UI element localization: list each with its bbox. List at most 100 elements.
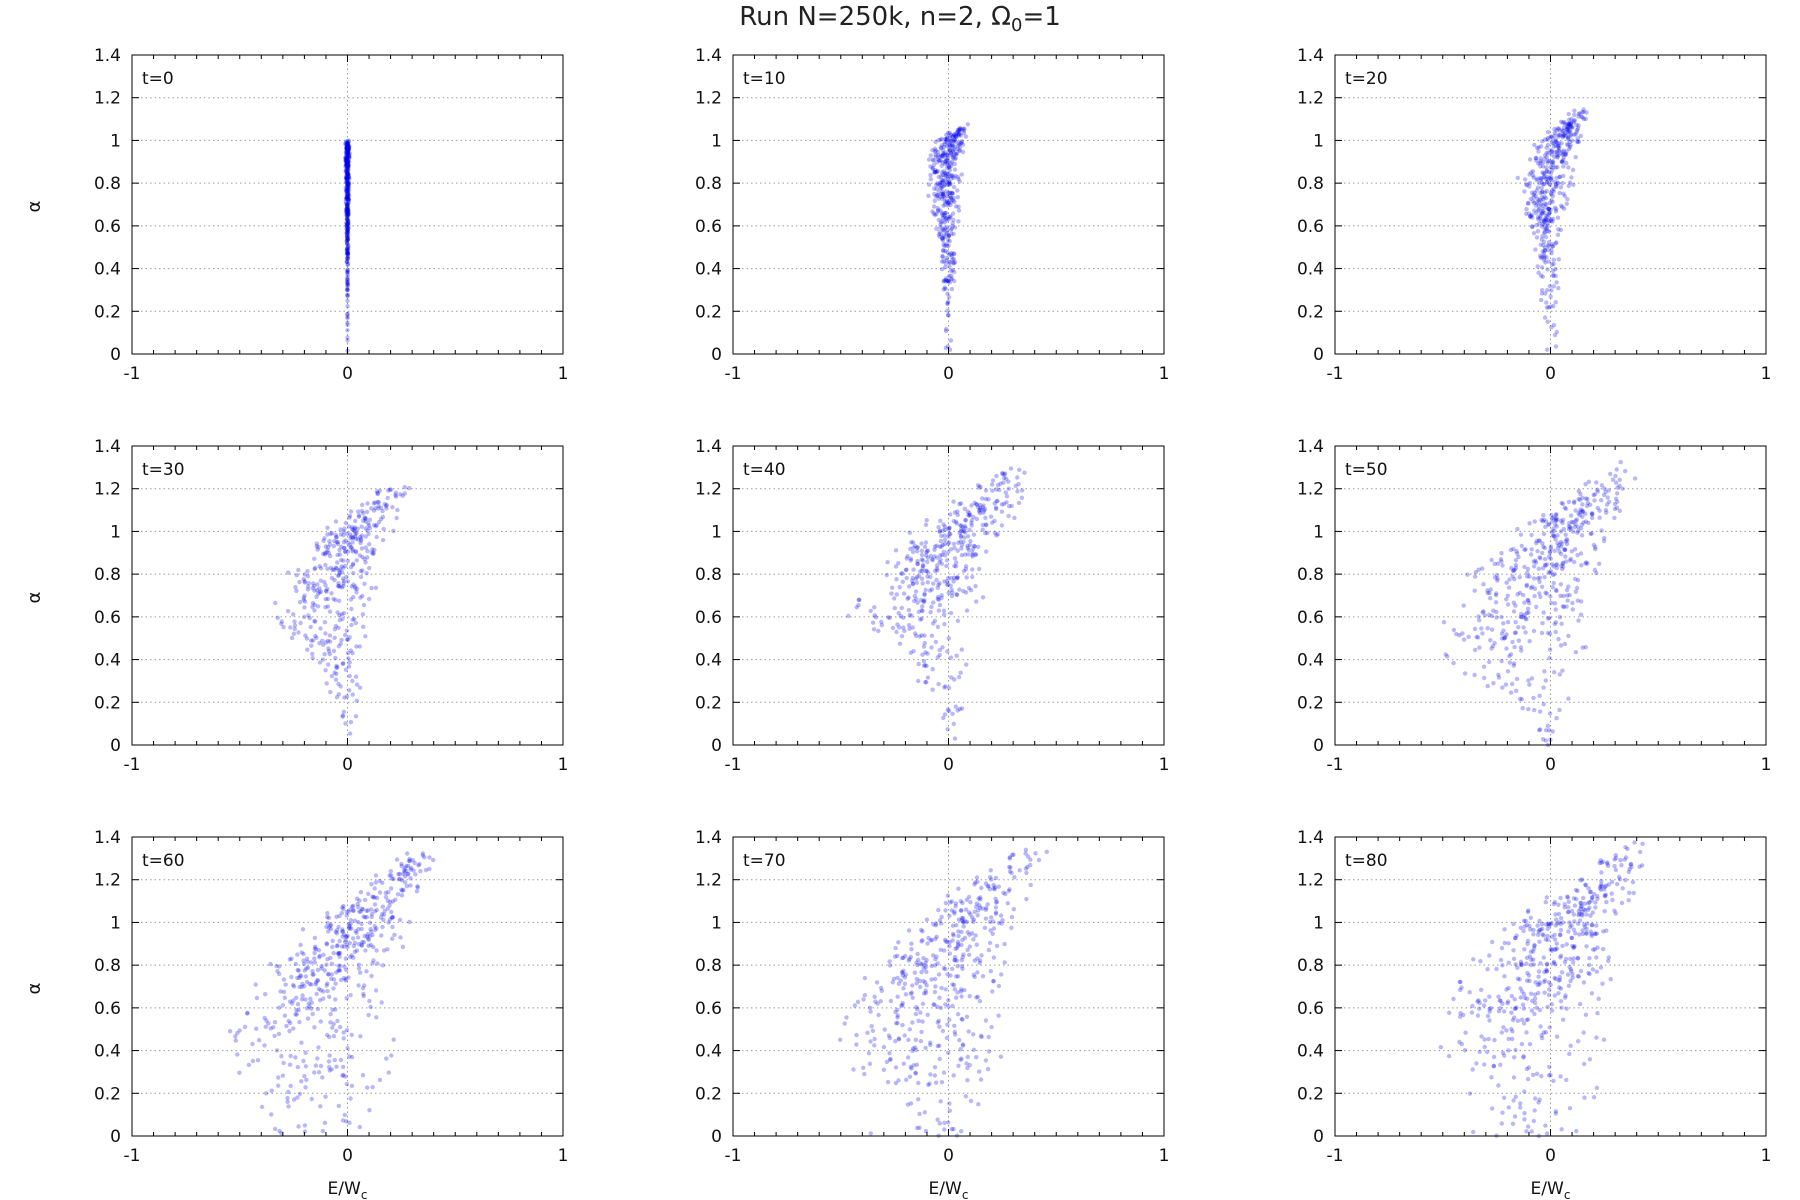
data-point [1482,1037,1487,1042]
data-point [957,125,963,131]
data-point [292,623,298,628]
data-point [1567,146,1572,152]
data-point [345,213,350,218]
data-point [945,180,950,185]
data-point [937,194,943,199]
data-point [942,243,947,249]
data-point [1539,224,1545,229]
data-point [954,135,959,140]
data-point [959,908,964,913]
data-point [310,651,315,657]
data-point [344,175,349,181]
data-point [1546,135,1551,141]
data-point [1544,1131,1550,1136]
data-point [894,1021,899,1026]
data-point [930,209,935,214]
data-point [948,195,954,201]
title-main: Run N=250k, n=2, Ω [739,2,1011,32]
data-point [345,175,351,180]
data-point [374,534,379,540]
data-point [344,195,350,200]
data-point [1594,955,1599,960]
data-point [957,501,962,507]
data-point [968,1098,974,1104]
data-point [947,148,952,153]
x-tick-label: 0 [943,364,954,384]
data-point [1581,107,1586,112]
data-point [345,245,351,251]
data-point [937,1024,942,1029]
y-tick-label: 0.4 [695,260,722,280]
data-point [280,1003,286,1008]
data-point [952,161,957,167]
data-point [1575,126,1581,131]
data-point [1567,1106,1573,1111]
data-point [1543,556,1548,562]
data-point [936,182,941,187]
data-point [941,1070,947,1075]
data-point [919,541,924,546]
data-point [939,561,944,566]
data-point [942,182,947,187]
data-point [1565,895,1570,900]
data-point [951,933,956,938]
data-point [346,159,351,164]
data-point [346,167,351,172]
data-point [948,338,954,343]
data-point [1550,242,1555,247]
data-point [947,944,952,949]
data-point [1033,851,1038,856]
data-point [941,965,947,971]
data-point [1527,157,1533,162]
data-point [943,156,948,161]
data-point [344,161,349,166]
data-point [951,256,956,262]
data-point [310,1011,315,1017]
data-point [944,243,949,248]
data-point [344,996,349,1001]
data-point [932,170,937,175]
data-point [293,1055,298,1060]
data-point [882,1027,887,1032]
data-point [1534,235,1540,240]
data-point [344,217,350,222]
data-point [1546,206,1551,212]
data-point [237,1028,242,1033]
data-point [369,550,374,555]
data-point [922,544,928,549]
data-point [1015,475,1020,480]
data-point [999,523,1005,528]
data-point [406,863,411,869]
data-point [1619,863,1624,868]
data-point [1581,1030,1586,1035]
x-tick-label: -1 [725,755,742,775]
data-point [1564,604,1569,609]
data-point [945,291,950,296]
data-point [1563,554,1568,559]
data-point [344,212,349,217]
data-point [346,155,351,160]
data-point [344,176,349,181]
data-point [888,998,894,1004]
data-point [345,160,350,165]
data-point [1545,177,1551,182]
data-point [1539,218,1544,224]
data-point [955,130,960,135]
data-point [289,1001,295,1006]
data-point [300,927,306,932]
data-point [345,150,350,155]
data-point [1511,956,1517,961]
data-point [1565,130,1570,135]
data-point [1531,199,1536,204]
data-point [1551,323,1557,328]
data-point [1576,139,1582,144]
data-point [341,611,347,616]
data-point [868,1039,873,1044]
y-tick-label: 0 [1313,1127,1324,1147]
data-point [1502,974,1507,979]
data-point [1539,1074,1544,1079]
data-point [1584,944,1589,949]
data-point [1541,702,1546,707]
data-point [925,548,931,553]
x-tick-label: -1 [725,364,742,384]
